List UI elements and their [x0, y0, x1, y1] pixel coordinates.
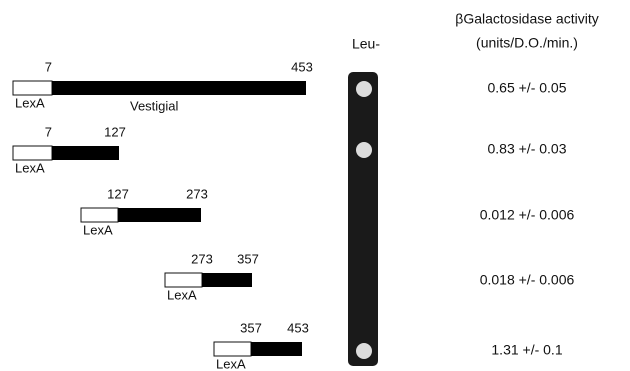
fusion-label: LexA [83, 222, 113, 237]
fusion-label: LexA [15, 95, 45, 110]
plate-label: Leu- [352, 36, 380, 52]
protein-bar [52, 146, 119, 160]
end-label: 453 [287, 320, 309, 335]
end-label: 453 [291, 59, 313, 74]
fusion-label: LexA [167, 287, 197, 302]
activity-title: βGalactosidase activity [455, 11, 598, 27]
protein-bar [202, 273, 252, 287]
lexa-box [13, 81, 52, 95]
activity-value: 0.018 +/- 0.006 [480, 272, 575, 288]
activity-value: 1.31 +/- 0.1 [491, 342, 562, 358]
protein-bar [52, 81, 306, 95]
lexa-box [165, 273, 202, 287]
start-label: 7 [45, 124, 52, 139]
activity-value: 0.012 +/- 0.006 [480, 207, 575, 223]
lexa-box [214, 342, 251, 356]
fusion-label: LexA [15, 160, 45, 175]
activity-units: (units/D.O./min.) [476, 35, 578, 51]
lexa-box [81, 208, 118, 222]
start-label: 357 [240, 320, 262, 335]
activity-value: 0.65 +/- 0.05 [487, 80, 566, 96]
protein-name: Vestigial [130, 98, 179, 113]
end-label: 127 [104, 124, 126, 139]
activity-value: 0.83 +/- 0.03 [487, 141, 566, 157]
end-label: 357 [237, 251, 259, 266]
lexa-box [13, 146, 52, 160]
colony [356, 343, 372, 359]
start-label: 7 [45, 59, 52, 74]
plate [348, 72, 378, 366]
colony [356, 142, 372, 158]
fusion-label: LexA [216, 356, 246, 371]
end-label: 273 [186, 186, 208, 201]
protein-bar [118, 208, 201, 222]
start-label: 273 [191, 251, 213, 266]
start-label: 127 [107, 186, 129, 201]
colony [356, 81, 372, 97]
figure: Leu- βGalactosidase activity (units/D.O.… [0, 0, 630, 371]
protein-bar [251, 342, 302, 356]
